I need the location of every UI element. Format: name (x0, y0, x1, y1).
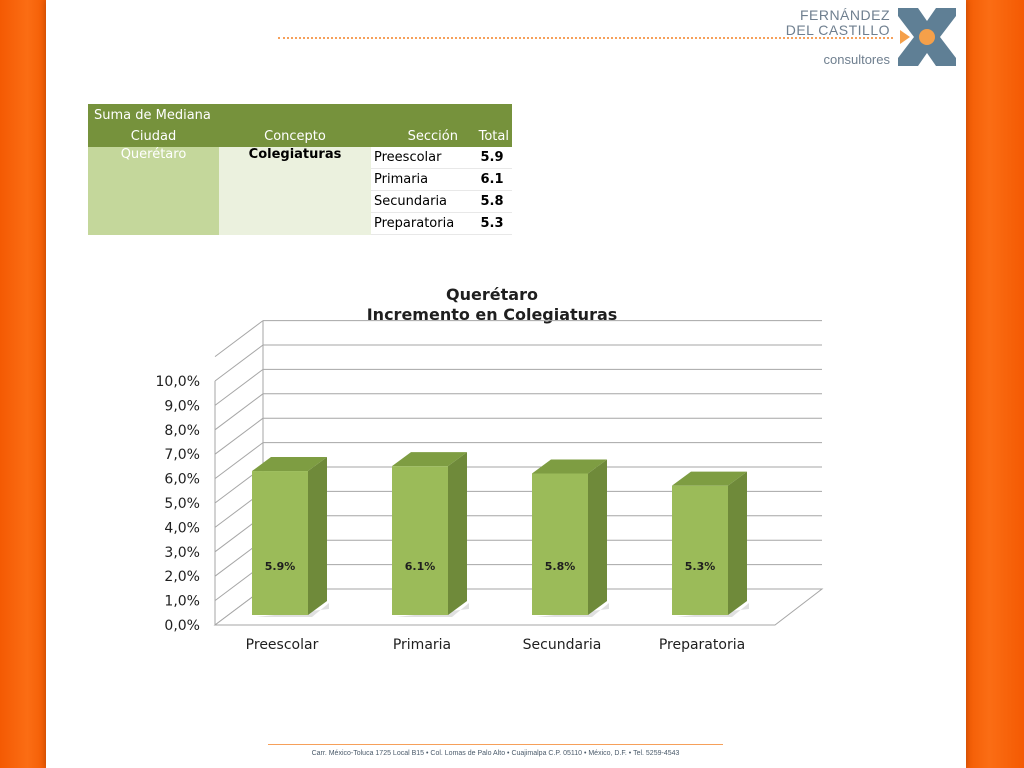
side-gridline (214, 417, 264, 455)
pivot-corner-label: Suma de Mediana (88, 104, 472, 126)
side-gridline (214, 442, 264, 480)
bar-top (252, 457, 327, 472)
table-row: Primaria 6.1 (88, 168, 512, 191)
pivot-seccion-cell: Primaria (371, 168, 472, 191)
y-tick-label: 6,0% (164, 472, 200, 488)
bar-side (448, 452, 467, 615)
pivot-header-concepto: Concepto (219, 126, 371, 147)
pivot-city-cell: Querétaro (88, 147, 219, 235)
chart-subtitle: Incremento en Colegiaturas (366, 305, 618, 324)
pivot-total-cell: 5.8 (472, 190, 512, 213)
bar-shadow (676, 603, 749, 617)
side-gridline (214, 320, 264, 358)
bar-data-label: 5.3% (685, 560, 716, 573)
x-tick-label: Secundaria (523, 637, 602, 653)
pivot-total-cell: 5.3 (472, 212, 512, 235)
y-tick-label: 5,0% (164, 496, 200, 512)
bar-shadow (536, 603, 609, 617)
y-tick-label: 2,0% (164, 569, 200, 585)
bar-front (392, 466, 448, 615)
pivot-header-total: Total (472, 126, 512, 147)
bar-front (252, 471, 308, 615)
bar-front (532, 473, 588, 615)
chart-floor (213, 588, 824, 626)
pivot-header-seccion: Sección (371, 126, 472, 147)
y-tick-label: 9,0% (164, 398, 200, 414)
footer-address: Carr. México-Toluca 1725 Local B15 • Col… (311, 750, 680, 757)
bar-side (308, 457, 327, 615)
brand-name: FERNÁNDEZ DEL CASTILLO (786, 8, 890, 38)
bar-top (672, 471, 747, 486)
bar-top (392, 452, 467, 467)
brand-subtitle: consultores (823, 52, 890, 67)
brand-line-2: DEL CASTILLO (785, 22, 890, 38)
x-tick-label: Preescolar (246, 637, 319, 653)
pivot-seccion-cell: Preparatoria (371, 212, 472, 235)
brand-line-1: FERNÁNDEZ (799, 7, 890, 23)
pivot-concept-cell: Colegiaturas (219, 147, 371, 235)
table-row: Secundaria 5.8 (88, 190, 512, 213)
footer-divider (268, 744, 723, 745)
table-row: Querétaro Colegiaturas Preescolar 5.9 (88, 147, 512, 235)
y-tick-label: 1,0% (164, 594, 200, 610)
x-tick-label: Primaria (393, 637, 451, 653)
left-border (0, 0, 46, 768)
x-logo-icon (898, 8, 956, 66)
chart-title: Querétaro (446, 285, 538, 304)
bar-data-label: 5.9% (265, 560, 296, 573)
y-tick-label: 10,0% (156, 374, 200, 390)
bar-shadow (396, 603, 469, 617)
bar-top (532, 459, 607, 474)
bar-data-label: 5.8% (545, 560, 576, 573)
bar-shadow (256, 603, 329, 617)
y-tick-label: 7,0% (164, 447, 200, 463)
y-tick-label: 8,0% (164, 423, 200, 439)
side-gridline (214, 368, 264, 406)
table-row: Preparatoria 5.3 (88, 212, 512, 235)
pivot-total-cell: 6.1 (472, 168, 512, 191)
header-divider (278, 37, 893, 39)
side-gridline (214, 344, 264, 382)
bar-side (588, 459, 607, 615)
pivot-total-cell: 5.9 (472, 147, 512, 169)
y-tick-label: 4,0% (164, 520, 200, 536)
pivot-header-ciudad: Ciudad (88, 126, 219, 147)
side-gridline (214, 393, 264, 431)
pivot-table: Suma de Mediana Ciudad Concepto Sección … (88, 104, 512, 235)
bar-front (672, 485, 728, 615)
right-border (966, 0, 1024, 768)
bar-side (728, 471, 747, 615)
pivot-seccion-cell: Secundaria (371, 190, 472, 213)
bar-data-label: 6.1% (405, 560, 436, 573)
x-tick-label: Preparatoria (659, 637, 745, 653)
y-tick-label: 0,0% (164, 618, 200, 634)
pivot-seccion-cell: Preescolar (371, 147, 472, 169)
y-tick-label: 3,0% (164, 545, 200, 561)
